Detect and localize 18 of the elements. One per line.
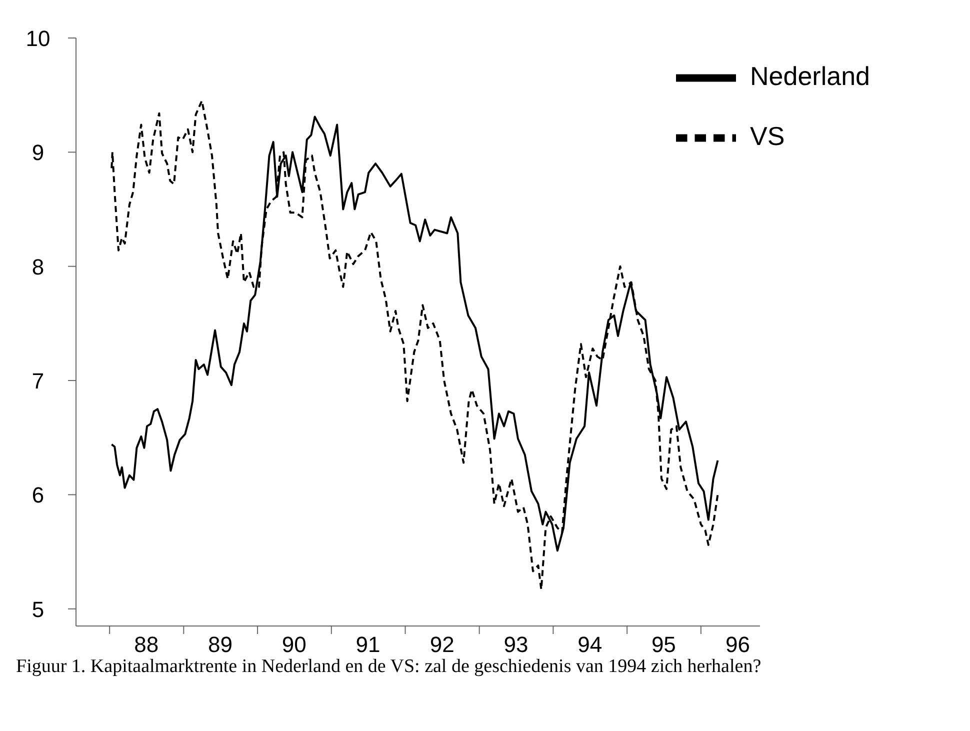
- legend-label: VS: [750, 120, 785, 151]
- x-tick-label: 92: [430, 632, 454, 657]
- legend-label: Nederland: [750, 60, 870, 91]
- y-tick-label: 5: [32, 596, 44, 622]
- y-tick-label: 6: [32, 482, 44, 508]
- text: Figuur 1. Kapitaalmarktrente in Nederland en de VS: zal de geschiedenis van 1994 zich herhalen?: [16, 656, 762, 678]
- y-tick-label: 7: [32, 368, 44, 394]
- y-tick-label: 8: [32, 254, 44, 280]
- y-tick-label: 9: [32, 140, 44, 166]
- x-tick-label: 94: [578, 632, 602, 657]
- x-tick-label: 95: [651, 632, 676, 657]
- x-tick-label: 93: [504, 632, 528, 657]
- x-tick-label: 88: [134, 632, 159, 657]
- x-tick-label: 90: [282, 632, 306, 657]
- x-tick-label: 96: [726, 632, 750, 657]
- y-tick-label: 10: [26, 26, 50, 51]
- x-tick-label: 91: [356, 632, 380, 657]
- x-tick-label: 89: [208, 632, 233, 657]
